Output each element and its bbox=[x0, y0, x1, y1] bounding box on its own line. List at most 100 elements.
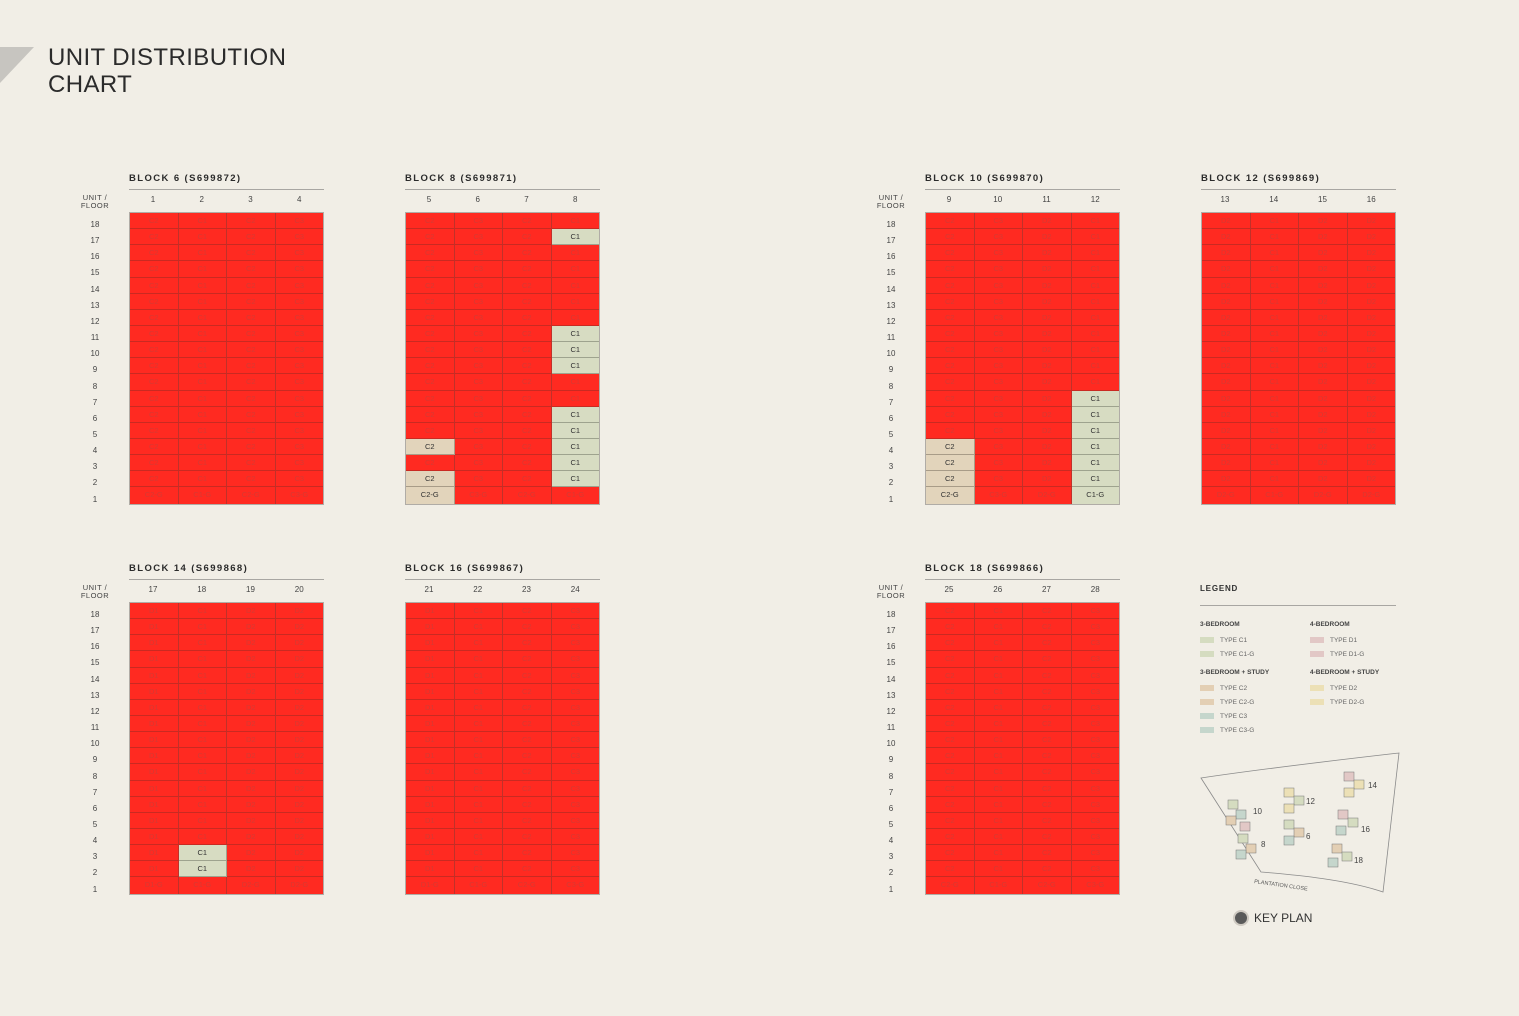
unit-cell-sold[interactable]: C1 bbox=[1071, 325, 1119, 343]
unit-cell-sold[interactable]: D1 bbox=[130, 845, 179, 862]
unit-cell-sold[interactable]: C2 bbox=[227, 422, 276, 439]
unit-cell-sold[interactable]: D2 bbox=[227, 651, 276, 668]
unit-cell-sold[interactable]: C1 bbox=[178, 358, 227, 375]
unit-cell-sold[interactable]: C2 bbox=[503, 358, 552, 375]
unit-cell-sold[interactable]: C2 bbox=[130, 358, 179, 375]
unit-cell-sold[interactable]: C1 bbox=[178, 325, 227, 343]
unit-cell-sold[interactable]: C3 bbox=[275, 422, 323, 439]
unit-cell-sold[interactable]: C2 bbox=[1023, 683, 1072, 700]
unit-cell-sold[interactable]: C2 bbox=[130, 309, 179, 326]
unit-cell-sold[interactable]: C2 bbox=[130, 213, 179, 230]
unit-cell-sold[interactable]: C3 bbox=[1071, 635, 1119, 652]
unit-cell-sold[interactable]: C3 bbox=[454, 245, 503, 262]
unit-cell-sold[interactable]: C3 bbox=[275, 293, 323, 310]
unit-cell-sold[interactable]: C1 bbox=[178, 812, 227, 829]
unit-cell-sold[interactable]: D2 bbox=[227, 635, 276, 652]
unit-cell-sold[interactable]: D2 bbox=[1299, 309, 1348, 326]
unit-cell-sold[interactable]: C1 bbox=[974, 845, 1023, 862]
unit-cell-sold[interactable]: C1 bbox=[454, 748, 503, 765]
unit-cell-sold[interactable]: C1 bbox=[551, 374, 599, 391]
unit-cell-sold[interactable]: C2 bbox=[406, 309, 455, 326]
unit-cell-sold[interactable]: C2 bbox=[1023, 796, 1072, 813]
unit-cell-sold[interactable]: C3 bbox=[974, 455, 1023, 472]
unit-cell-sold[interactable]: C2 bbox=[926, 390, 975, 407]
unit-cell-sold[interactable]: D1 bbox=[406, 667, 455, 684]
unit-cell-sold[interactable]: C3 bbox=[1071, 748, 1119, 765]
unit-cell-sold[interactable]: D2 bbox=[1202, 293, 1251, 310]
unit-cell-available[interactable]: C1-G bbox=[1071, 487, 1119, 504]
unit-cell-sold[interactable]: C2 bbox=[503, 651, 552, 668]
unit-cell-sold[interactable]: C2 bbox=[406, 342, 455, 359]
unit-cell-sold[interactable]: C1 bbox=[1250, 455, 1299, 472]
unit-cell-sold[interactable]: C1 bbox=[974, 764, 1023, 781]
unit-cell-sold[interactable]: C1 bbox=[178, 277, 227, 294]
unit-cell-sold[interactable]: C1-G bbox=[1250, 487, 1299, 504]
unit-cell-sold[interactable]: D2 bbox=[1299, 471, 1348, 488]
unit-cell-sold[interactable]: D2 bbox=[1023, 438, 1072, 456]
unit-cell-sold[interactable]: D2 bbox=[1299, 261, 1348, 278]
unit-cell-available[interactable]: C1 bbox=[551, 406, 599, 423]
unit-cell-sold[interactable]: C2 bbox=[406, 422, 455, 439]
unit-cell-sold[interactable]: C2 bbox=[406, 325, 455, 343]
unit-cell-sold[interactable]: C2 bbox=[130, 406, 179, 423]
unit-cell-sold[interactable]: C1 bbox=[1071, 277, 1119, 294]
unit-cell-sold[interactable]: C1 bbox=[178, 438, 227, 456]
unit-cell-sold[interactable]: D2 bbox=[227, 796, 276, 813]
unit-cell-sold[interactable]: C3 bbox=[1071, 619, 1119, 636]
unit-cell-sold[interactable]: C3 bbox=[974, 438, 1023, 456]
unit-cell-sold[interactable]: D2 bbox=[1202, 358, 1251, 375]
unit-cell-sold[interactable]: C2 bbox=[503, 683, 552, 700]
unit-cell-sold[interactable]: D1 bbox=[130, 715, 179, 733]
unit-cell-sold[interactable]: C2 bbox=[406, 261, 455, 278]
unit-cell-sold[interactable]: C2 bbox=[1023, 861, 1072, 878]
unit-cell-sold[interactable]: C3 bbox=[275, 374, 323, 391]
unit-cell-sold[interactable]: C2 bbox=[130, 438, 179, 456]
unit-cell-sold[interactable]: D2 bbox=[275, 796, 323, 813]
unit-cell-sold[interactable]: D1 bbox=[406, 651, 455, 668]
unit-cell-sold[interactable]: C1 bbox=[1250, 277, 1299, 294]
unit-cell-sold[interactable]: C3 bbox=[551, 683, 599, 700]
unit-cell-sold[interactable]: C2 bbox=[1023, 619, 1072, 636]
unit-cell-sold[interactable]: C3-G bbox=[275, 487, 323, 504]
unit-cell-sold[interactable]: D2 bbox=[1347, 293, 1395, 310]
unit-cell-sold[interactable]: C1-G bbox=[454, 877, 503, 894]
unit-cell-sold[interactable]: D1 bbox=[130, 667, 179, 684]
unit-cell-sold[interactable]: D1 bbox=[406, 732, 455, 749]
unit-cell-sold[interactable]: C1 bbox=[454, 732, 503, 749]
unit-cell-sold[interactable]: C1 bbox=[454, 699, 503, 716]
unit-cell-sold[interactable]: C1 bbox=[1250, 374, 1299, 391]
unit-cell-sold[interactable]: C1 bbox=[454, 780, 503, 797]
unit-cell-sold[interactable]: C1 bbox=[454, 764, 503, 781]
unit-cell-sold[interactable]: C2 bbox=[926, 406, 975, 423]
unit-cell-sold[interactable]: C2 bbox=[503, 748, 552, 765]
unit-cell-sold[interactable]: C2 bbox=[1023, 764, 1072, 781]
unit-cell-sold[interactable]: C2 bbox=[1023, 603, 1072, 620]
unit-cell-sold[interactable]: C2 bbox=[926, 309, 975, 326]
unit-cell-sold[interactable]: D1 bbox=[130, 861, 179, 878]
unit-cell-sold[interactable]: C2 bbox=[1023, 748, 1072, 765]
unit-cell-sold[interactable]: D2 bbox=[1202, 277, 1251, 294]
unit-cell-sold[interactable]: C2 bbox=[227, 245, 276, 262]
unit-cell-sold[interactable]: D1 bbox=[406, 715, 455, 733]
unit-cell-available[interactable]: C1 bbox=[1071, 422, 1119, 439]
unit-cell-sold[interactable]: D2 bbox=[1023, 358, 1072, 375]
unit-cell-sold[interactable]: C3 bbox=[974, 325, 1023, 343]
unit-cell-available[interactable]: C1 bbox=[1071, 406, 1119, 423]
unit-cell-sold[interactable]: C2-G bbox=[227, 487, 276, 504]
unit-cell-sold[interactable]: D2 bbox=[1347, 471, 1395, 488]
unit-cell-sold[interactable]: D2 bbox=[275, 764, 323, 781]
unit-cell-available[interactable]: C1 bbox=[551, 229, 599, 246]
unit-cell-sold[interactable]: C2 bbox=[503, 390, 552, 407]
unit-cell-sold[interactable]: C1 bbox=[974, 812, 1023, 829]
unit-cell-sold[interactable]: C1 bbox=[178, 245, 227, 262]
unit-cell-available[interactable]: C2 bbox=[406, 438, 455, 456]
unit-cell-sold[interactable]: C1 bbox=[178, 683, 227, 700]
unit-cell-sold[interactable]: D1 bbox=[406, 635, 455, 652]
unit-cell-sold[interactable]: C1 bbox=[974, 748, 1023, 765]
unit-cell-sold[interactable]: D2 bbox=[1202, 342, 1251, 359]
unit-cell-sold[interactable]: C3 bbox=[551, 861, 599, 878]
unit-cell-sold[interactable]: C1 bbox=[1071, 261, 1119, 278]
unit-cell-sold[interactable]: C2 bbox=[926, 374, 975, 391]
unit-cell-sold[interactable]: D2 bbox=[275, 667, 323, 684]
unit-cell-sold[interactable]: C1 bbox=[178, 603, 227, 620]
